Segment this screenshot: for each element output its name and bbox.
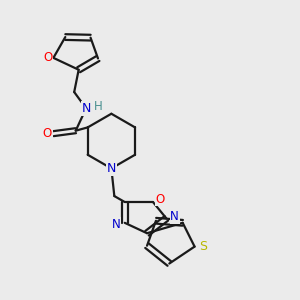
Text: N: N xyxy=(111,218,120,231)
Text: H: H xyxy=(94,100,102,113)
Text: O: O xyxy=(44,51,53,64)
Text: O: O xyxy=(43,127,52,140)
Text: O: O xyxy=(156,193,165,206)
Text: S: S xyxy=(199,240,207,253)
Text: N: N xyxy=(170,210,179,224)
Text: N: N xyxy=(81,102,91,115)
Text: N: N xyxy=(107,162,116,175)
